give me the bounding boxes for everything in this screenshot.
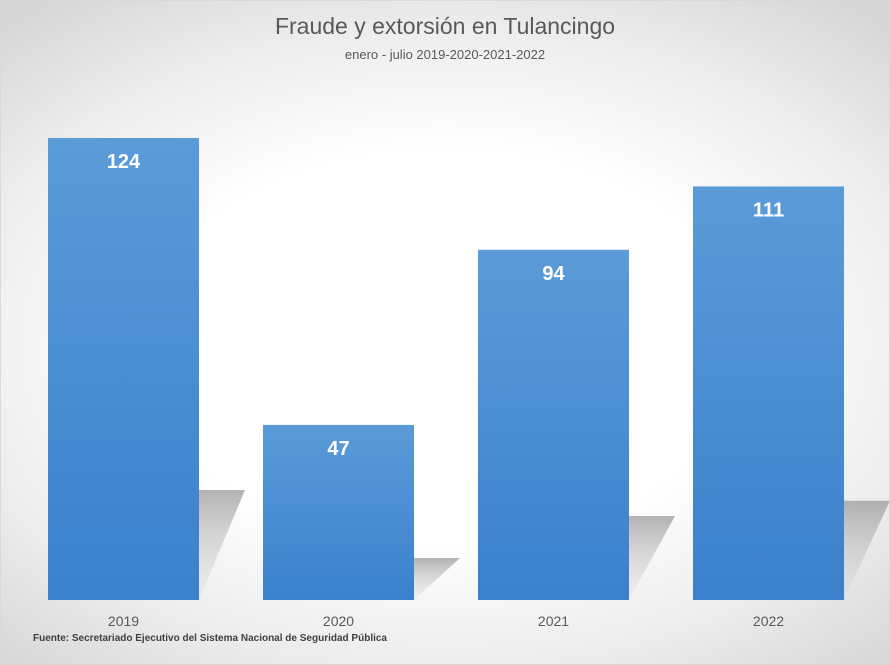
bar-2019: [48, 138, 199, 600]
chart-title: Fraude y extorsión en Tulancingo: [274, 13, 616, 39]
source-note: Fuente: Secretariado Ejecutivo del Siste…: [33, 633, 387, 644]
bar-2021: [478, 249, 629, 600]
data-label-2020: 47: [327, 438, 349, 460]
data-labels: 124 47 94 111: [107, 151, 784, 460]
data-label-2021: 94: [542, 263, 565, 285]
x-tick-label-2019: 2019: [108, 613, 139, 629]
bars: [48, 138, 844, 600]
data-label-2022: 111: [753, 199, 784, 221]
data-label-2019: 124: [107, 151, 141, 173]
chart-subtitle: enero - julio 2019-2020-2021-2022: [344, 47, 546, 62]
x-tick-label-2022: 2022: [753, 613, 784, 629]
x-tick-label-2021: 2021: [538, 613, 569, 629]
x-tick-label-2020: 2020: [323, 613, 354, 629]
bar-2020: [263, 424, 414, 600]
x-axis-ticks: 2019 2020 2021 2022: [108, 613, 784, 629]
bar-2022: [693, 186, 844, 600]
